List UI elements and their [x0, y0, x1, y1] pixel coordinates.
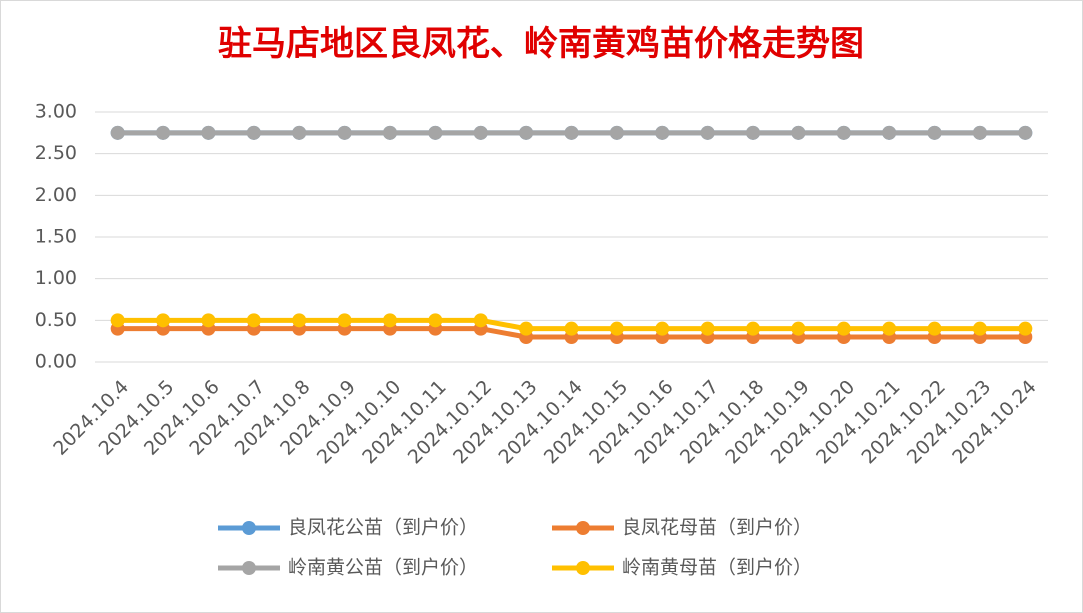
point	[519, 125, 534, 140]
legend-marker	[242, 521, 256, 535]
point	[201, 313, 216, 328]
point	[337, 125, 352, 140]
point	[564, 125, 579, 140]
point	[201, 125, 216, 140]
point	[382, 125, 397, 140]
y-tick-label: 2.00	[35, 184, 77, 206]
point	[428, 125, 443, 140]
y-tick-label: 1.00	[35, 267, 77, 289]
y-tick-label: 2.50	[35, 142, 77, 164]
point	[972, 321, 987, 336]
point	[156, 313, 171, 328]
point	[882, 321, 897, 336]
point	[927, 321, 942, 336]
point	[473, 313, 488, 328]
point	[927, 125, 942, 140]
point	[246, 125, 261, 140]
point	[382, 313, 397, 328]
point	[609, 125, 624, 140]
point	[428, 313, 443, 328]
point	[337, 313, 352, 328]
point	[655, 125, 670, 140]
point	[836, 321, 851, 336]
point	[836, 125, 851, 140]
point	[791, 321, 806, 336]
point	[700, 321, 715, 336]
legend-marker	[242, 561, 256, 575]
legend-marker	[576, 521, 590, 535]
point	[473, 125, 488, 140]
legend-label: 良凤花公苗（到户价）	[288, 517, 478, 539]
legend-label: 良凤花母苗（到户价）	[622, 517, 812, 539]
point	[156, 125, 171, 140]
point	[700, 125, 715, 140]
legend-label: 岭南黄母苗（到户价）	[622, 557, 812, 579]
legend-marker	[576, 561, 590, 575]
point	[746, 125, 761, 140]
legend-label: 岭南黄公苗（到户价）	[288, 557, 478, 579]
chart-title: 驻马店地区良凤花、岭南黄鸡苗价格走势图	[218, 24, 864, 64]
point	[564, 321, 579, 336]
point	[655, 321, 670, 336]
point	[1018, 125, 1033, 140]
point	[110, 125, 125, 140]
point	[972, 125, 987, 140]
point	[882, 125, 897, 140]
y-tick-label: 1.50	[35, 226, 77, 248]
point	[110, 313, 125, 328]
point	[746, 321, 761, 336]
y-tick-label: 0.00	[35, 351, 77, 373]
point	[1018, 321, 1033, 336]
point	[292, 125, 307, 140]
point	[246, 313, 261, 328]
point	[519, 321, 534, 336]
point	[791, 125, 806, 140]
y-tick-label: 3.00	[35, 101, 77, 123]
point	[292, 313, 307, 328]
y-tick-label: 0.50	[35, 309, 77, 331]
point	[609, 321, 624, 336]
